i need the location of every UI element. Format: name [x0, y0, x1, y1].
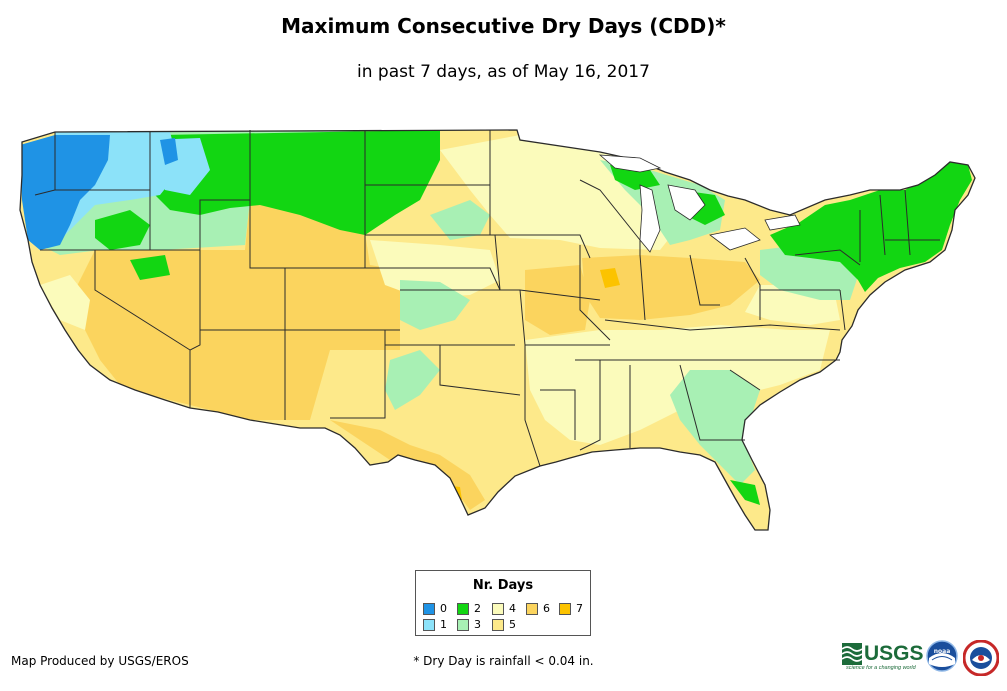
- region-0-days-cascades: [160, 138, 178, 165]
- region-3-days-plains: [400, 280, 470, 330]
- legend-item-1: 1: [423, 618, 447, 631]
- region-2-days-idaho: [95, 210, 150, 250]
- noaa-logo-icon: noaa: [926, 640, 958, 672]
- legend-item-6: 6: [526, 602, 550, 615]
- region-6-days-texas: [330, 420, 485, 510]
- dry-day-regions: [20, 130, 972, 510]
- us-outline: [19, 129, 976, 531]
- legend-label-4: 4: [509, 602, 516, 615]
- legend-item-3: 3: [457, 618, 481, 631]
- region-2-days-montana: [150, 130, 440, 235]
- region-7-days-patch: [600, 268, 620, 288]
- dry-day-footnote: * Dry Day is rainfall < 0.04 in.: [413, 654, 594, 668]
- map-title: Maximum Consecutive Dry Days (CDD)*: [281, 14, 726, 38]
- region-4-days-california: [40, 275, 90, 330]
- region-2-days-great-lakes: [610, 165, 660, 190]
- legend-title: Nr. Days: [472, 578, 534, 593]
- us-map: [0, 100, 1007, 560]
- region-6-days-southwest: [70, 200, 400, 420]
- legend-label-0: 0: [440, 602, 447, 615]
- legend-swatch-1: [423, 618, 435, 631]
- region-4-days-upper-midwest: [440, 135, 700, 250]
- region-3-days-southeast: [670, 370, 760, 485]
- legend-label-5: 5: [509, 618, 516, 631]
- legend-label-2: 2: [474, 602, 481, 615]
- region-2-days-florida: [730, 480, 760, 505]
- us-map-svg: [19, 129, 976, 531]
- usgs-wordmark: USGS: [864, 642, 924, 665]
- legend-item-2: 2: [457, 602, 481, 615]
- region-2-days-northeast: [770, 162, 972, 292]
- legend-item-5: 5: [492, 618, 516, 631]
- legend-label-3: 3: [474, 618, 481, 631]
- legend: Nr. Days 0 1 2 3 4 5 6 7: [415, 570, 591, 636]
- legend-label-1: 1: [440, 618, 447, 631]
- state-boundaries: [34, 130, 940, 467]
- legend-swatch-3: [457, 618, 469, 631]
- legend-swatch-5: [492, 618, 504, 631]
- region-6-days-missouri: [525, 265, 590, 335]
- nws-logo-icon: [963, 640, 999, 676]
- region-3-days-oklahoma: [385, 350, 440, 410]
- usgs-wave-icon: [842, 643, 862, 665]
- legend-item-4: 4: [492, 602, 516, 615]
- region-4-days-south: [525, 325, 830, 445]
- legend-label-7: 7: [576, 602, 583, 615]
- legend-swatch-2: [457, 602, 469, 615]
- region-2-days-wyoming: [130, 255, 170, 280]
- agency-logos: USGS science for a changing world noaa: [842, 640, 1002, 680]
- legend-swatch-6: [526, 602, 538, 615]
- map-subtitle: in past 7 days, as of May 16, 2017: [357, 62, 650, 82]
- noaa-wordmark: noaa: [934, 648, 951, 655]
- legend-item-0: 0: [423, 602, 447, 615]
- legend-swatch-4: [492, 602, 504, 615]
- usgs-tagline: science for a changing world: [846, 665, 916, 671]
- legend-swatch-7: [559, 602, 571, 615]
- great-lakes: [598, 154, 801, 253]
- region-0-days-washington: [20, 135, 110, 250]
- region-3-days-sd: [430, 200, 490, 240]
- usgs-logo: USGS: [842, 643, 924, 665]
- legend-item-7: 7: [559, 602, 583, 615]
- map-credit: Map Produced by USGS/EROS: [11, 654, 189, 668]
- legend-swatch-0: [423, 602, 435, 615]
- legend-label-6: 6: [543, 602, 550, 615]
- region-6-days-midwest: [582, 255, 760, 320]
